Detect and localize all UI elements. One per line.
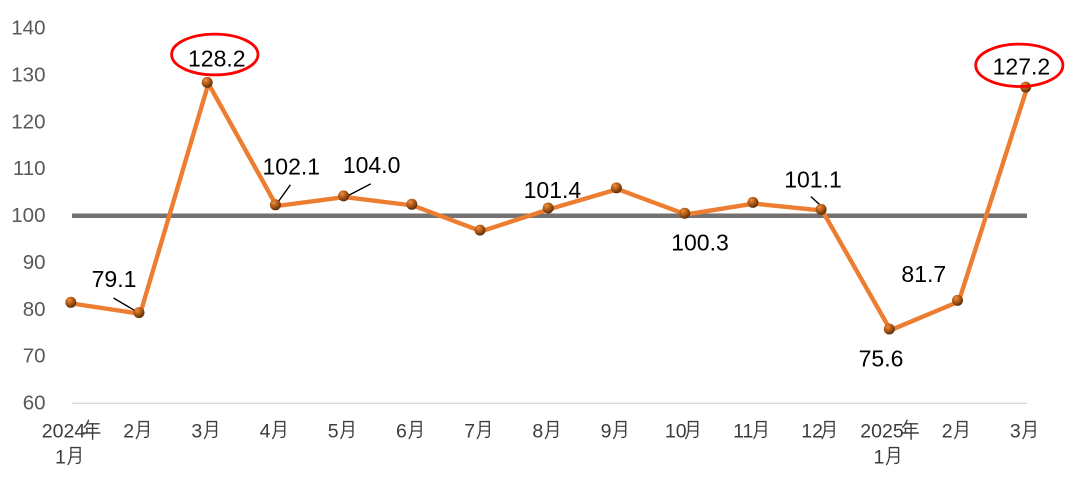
svg-text:101.1: 101.1 <box>784 166 842 192</box>
svg-text:120: 120 <box>11 110 45 133</box>
svg-text:2: 2 <box>123 421 134 443</box>
svg-text:2024: 2024 <box>42 421 86 443</box>
svg-text:11: 11 <box>733 421 753 443</box>
svg-text:101.4: 101.4 <box>524 177 582 203</box>
svg-text:128.2: 128.2 <box>188 46 246 72</box>
svg-text:130: 130 <box>11 64 45 87</box>
svg-text:70: 70 <box>23 345 46 368</box>
svg-text:9: 9 <box>601 421 612 443</box>
svg-text:7: 7 <box>464 421 475 443</box>
svg-text:75.6: 75.6 <box>859 345 904 371</box>
svg-text:127.2: 127.2 <box>993 54 1051 80</box>
svg-text:12: 12 <box>801 421 823 443</box>
svg-text:3: 3 <box>1010 421 1021 443</box>
svg-text:102.1: 102.1 <box>263 153 321 179</box>
svg-text:1: 1 <box>874 447 885 469</box>
svg-text:80: 80 <box>23 298 46 321</box>
svg-text:100: 100 <box>11 204 45 227</box>
svg-text:6: 6 <box>396 421 407 443</box>
svg-text:8: 8 <box>532 421 543 443</box>
svg-text:2025: 2025 <box>860 421 904 443</box>
svg-text:10: 10 <box>665 421 687 443</box>
svg-text:60: 60 <box>23 392 46 415</box>
svg-text:110: 110 <box>13 157 46 180</box>
svg-text:100.3: 100.3 <box>671 229 729 255</box>
svg-text:2: 2 <box>942 421 953 443</box>
svg-text:5: 5 <box>328 421 339 443</box>
svg-text:79.1: 79.1 <box>92 266 137 292</box>
svg-text:81.7: 81.7 <box>901 261 946 287</box>
svg-text:104.0: 104.0 <box>343 152 401 178</box>
svg-text:4: 4 <box>260 421 271 443</box>
svg-text:140: 140 <box>11 17 45 40</box>
svg-text:1: 1 <box>55 447 66 469</box>
svg-text:3: 3 <box>191 421 202 443</box>
svg-text:90: 90 <box>23 251 46 274</box>
